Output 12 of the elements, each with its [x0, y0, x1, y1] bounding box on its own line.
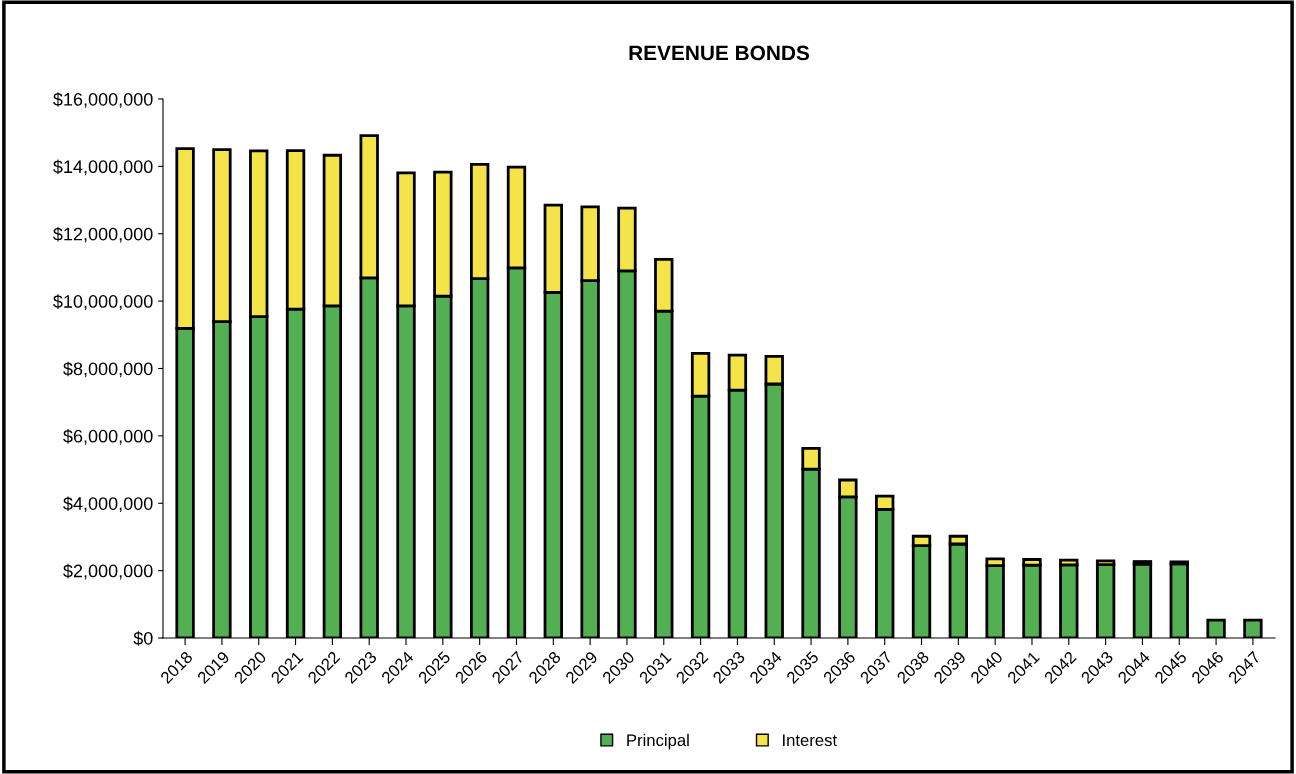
y-tick-label: $2,000,000 — [63, 563, 153, 580]
y-tick-label: $12,000,000 — [53, 226, 153, 243]
y-tick-label: $6,000,000 — [63, 429, 153, 445]
y-tick-label: $14,000,000 — [53, 159, 153, 176]
y-tick-label: $4,000,000 — [63, 496, 153, 513]
y-tick-label: $16,000,000 — [53, 92, 153, 108]
legend-label: Interest — [783, 734, 837, 747]
y-tick-label: $0 — [133, 631, 153, 646]
legend-label: Principal — [627, 733, 689, 750]
y-tick-label: $8,000,000 — [63, 361, 153, 378]
chart-title: REVENUE BONDS — [629, 45, 810, 61]
y-tick-label: $10,000,000 — [53, 294, 153, 310]
